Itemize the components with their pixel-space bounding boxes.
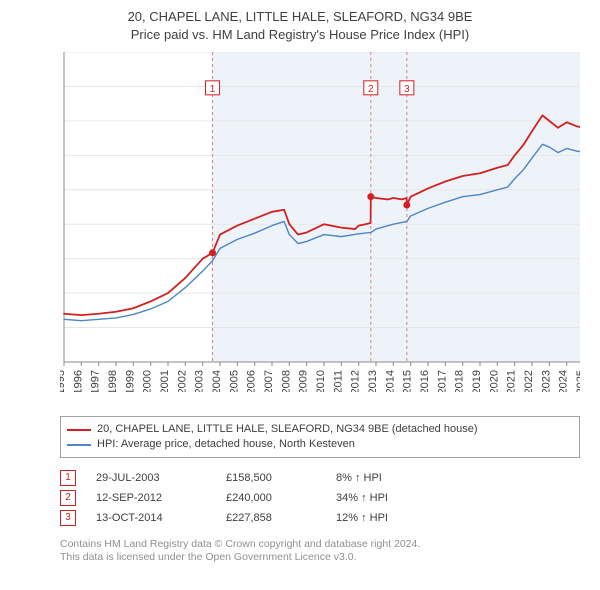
svg-text:2024: 2024 — [558, 370, 570, 392]
marker-row-3: 3 13-OCT-2014 £227,858 12% ↑ HPI — [60, 508, 580, 528]
below-chart: 20, CHAPEL LANE, LITTLE HALE, SLEAFORD, … — [60, 400, 580, 565]
svg-text:2008: 2008 — [280, 370, 292, 392]
legend-row-hpi: HPI: Average price, detached house, Nort… — [67, 437, 573, 452]
svg-text:2007: 2007 — [263, 370, 275, 392]
svg-text:2011: 2011 — [332, 370, 344, 392]
svg-text:1999: 1999 — [124, 370, 136, 392]
svg-text:2015: 2015 — [402, 370, 414, 392]
legend: 20, CHAPEL LANE, LITTLE HALE, SLEAFORD, … — [60, 416, 580, 458]
marker-price-1: £158,500 — [226, 472, 336, 484]
marker-row-2: 2 12-SEP-2012 £240,000 34% ↑ HPI — [60, 488, 580, 508]
svg-text:2016: 2016 — [419, 370, 431, 392]
svg-text:2005: 2005 — [228, 370, 240, 392]
title-line-1: 20, CHAPEL LANE, LITTLE HALE, SLEAFORD, … — [0, 8, 600, 26]
legend-label-hpi: HPI: Average price, detached house, Nort… — [97, 437, 355, 452]
svg-text:1998: 1998 — [107, 370, 119, 392]
marker-badge-1: 1 — [60, 470, 76, 486]
marker-price-3: £227,858 — [226, 512, 336, 524]
svg-text:1997: 1997 — [90, 370, 102, 392]
svg-text:2010: 2010 — [315, 370, 327, 392]
svg-text:2000: 2000 — [142, 370, 154, 392]
chart-svg: £0£50K£100K£150K£200K£250K£300K£350K£400… — [60, 52, 580, 392]
marker-delta-1: 8% ↑ HPI — [336, 472, 456, 484]
marker-row-1: 1 29-JUL-2003 £158,500 8% ↑ HPI — [60, 468, 580, 488]
svg-text:2014: 2014 — [384, 370, 396, 392]
svg-text:2009: 2009 — [298, 370, 310, 392]
footer-line-2: This data is licensed under the Open Gov… — [60, 551, 580, 565]
svg-text:2023: 2023 — [540, 370, 552, 392]
svg-text:2012: 2012 — [350, 370, 362, 392]
svg-text:1995: 1995 — [60, 370, 67, 392]
svg-text:2002: 2002 — [176, 370, 188, 392]
svg-text:2025: 2025 — [575, 370, 580, 392]
legend-row-subject: 20, CHAPEL LANE, LITTLE HALE, SLEAFORD, … — [67, 422, 573, 437]
marker-date-3: 13-OCT-2014 — [96, 512, 226, 524]
marker-badge-2: 2 — [60, 490, 76, 506]
chart: £0£50K£100K£150K£200K£250K£300K£350K£400… — [60, 52, 580, 392]
svg-text:2019: 2019 — [471, 370, 483, 392]
svg-text:1: 1 — [210, 84, 216, 95]
svg-text:2021: 2021 — [506, 370, 518, 392]
svg-text:2004: 2004 — [211, 370, 223, 392]
legend-swatch-hpi — [67, 444, 91, 446]
svg-text:2018: 2018 — [454, 370, 466, 392]
legend-swatch-subject — [67, 429, 91, 431]
svg-text:2022: 2022 — [523, 370, 535, 392]
marker-delta-3: 12% ↑ HPI — [336, 512, 456, 524]
svg-text:2017: 2017 — [436, 370, 448, 392]
marker-date-2: 12-SEP-2012 — [96, 492, 226, 504]
legend-label-subject: 20, CHAPEL LANE, LITTLE HALE, SLEAFORD, … — [97, 422, 478, 437]
svg-text:2013: 2013 — [367, 370, 379, 392]
footer-note: Contains HM Land Registry data © Crown c… — [60, 538, 580, 565]
svg-text:2: 2 — [368, 84, 374, 95]
marker-price-2: £240,000 — [226, 492, 336, 504]
page: 20, CHAPEL LANE, LITTLE HALE, SLEAFORD, … — [0, 0, 600, 590]
marker-table: 1 29-JUL-2003 £158,500 8% ↑ HPI 2 12-SEP… — [60, 468, 580, 528]
footer-line-1: Contains HM Land Registry data © Crown c… — [60, 538, 580, 552]
title-line-2: Price paid vs. HM Land Registry's House … — [0, 26, 600, 44]
marker-badge-3: 3 — [60, 510, 76, 526]
svg-text:2001: 2001 — [159, 370, 171, 392]
marker-date-1: 29-JUL-2003 — [96, 472, 226, 484]
chart-title: 20, CHAPEL LANE, LITTLE HALE, SLEAFORD, … — [0, 0, 600, 43]
svg-text:2003: 2003 — [194, 370, 206, 392]
svg-text:3: 3 — [404, 84, 410, 95]
svg-text:1996: 1996 — [72, 370, 84, 392]
svg-text:2006: 2006 — [246, 370, 258, 392]
svg-text:2020: 2020 — [488, 370, 500, 392]
marker-delta-2: 34% ↑ HPI — [336, 492, 456, 504]
